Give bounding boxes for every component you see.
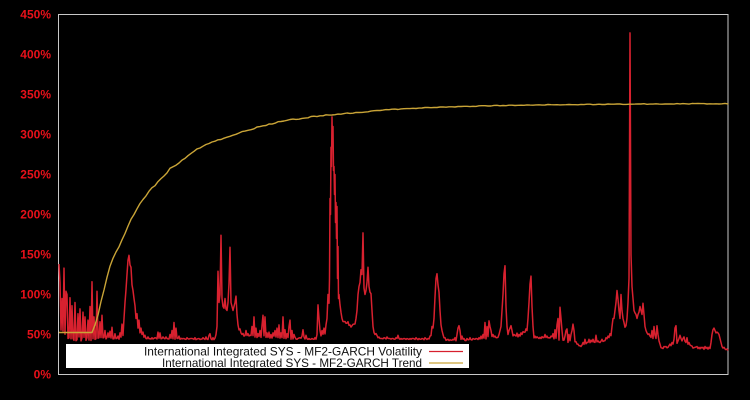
svg-text:50%: 50% (27, 328, 51, 342)
svg-text:International Integrated SYS -: International Integrated SYS - MF2-GARCH… (144, 345, 422, 359)
svg-text:350%: 350% (20, 88, 51, 102)
svg-text:250%: 250% (20, 168, 51, 182)
svg-text:300%: 300% (20, 128, 51, 142)
svg-text:150%: 150% (20, 248, 51, 262)
svg-text:100%: 100% (20, 288, 51, 302)
svg-text:0%: 0% (34, 368, 52, 382)
svg-text:200%: 200% (20, 208, 51, 222)
svg-text:400%: 400% (20, 48, 51, 62)
svg-text:450%: 450% (20, 8, 51, 22)
svg-text:International Integrated SYS -: International Integrated SYS - MF2-GARCH… (162, 356, 422, 370)
